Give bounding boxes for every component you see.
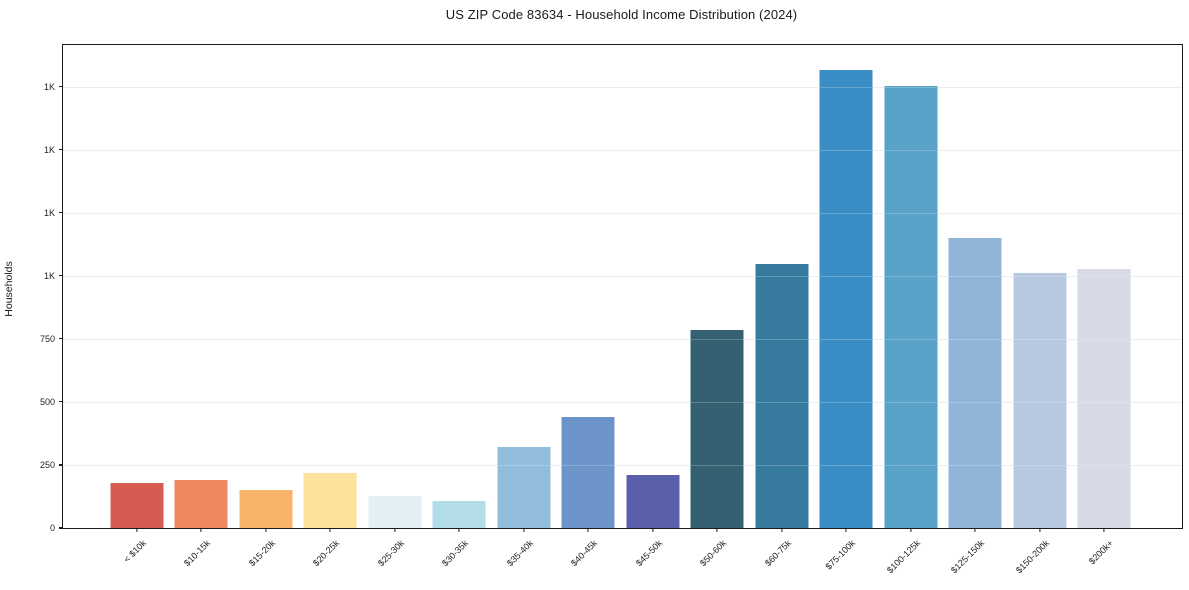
y-tick-mark bbox=[59, 401, 63, 403]
x-tick-mark bbox=[458, 528, 460, 532]
x-tick-label-9: $50-60k bbox=[697, 538, 729, 569]
y-tick-label-3: 750 bbox=[39, 333, 55, 344]
x-tick-mark bbox=[909, 528, 912, 532]
bar-100-125k bbox=[884, 85, 937, 528]
x-tick-label-2: $15-20k bbox=[246, 538, 277, 569]
bar-25-30k bbox=[368, 495, 421, 528]
y-tick-mark bbox=[59, 275, 63, 277]
x-tick-label-13: $125-150k bbox=[948, 538, 987, 576]
x-tick-label-12: $100-125k bbox=[884, 538, 922, 576]
bar-200k+ bbox=[1077, 268, 1131, 528]
bar-15-20k bbox=[239, 490, 292, 528]
bar-75-100k bbox=[819, 70, 873, 528]
x-tick-label-11: $75-100k bbox=[823, 538, 858, 572]
x-tick-mark bbox=[264, 528, 267, 532]
bar-30-35k bbox=[432, 501, 486, 528]
bar-10-15k bbox=[174, 480, 228, 528]
x-tick-mark bbox=[780, 528, 783, 532]
y-tick-label-4: 1K bbox=[43, 270, 55, 281]
x-tick-mark bbox=[135, 528, 138, 532]
bar-40-45k bbox=[561, 417, 615, 528]
x-tick-mark bbox=[974, 528, 976, 532]
bar-125-150k bbox=[948, 237, 1002, 528]
y-tick-label-2: 500 bbox=[39, 396, 55, 407]
x-tick-label-7: $40-45k bbox=[568, 538, 600, 569]
bar-35-40k bbox=[497, 447, 550, 528]
bar-150-200k bbox=[1013, 273, 1066, 528]
y-tick-label-1: 250 bbox=[39, 459, 55, 470]
x-tick-mark bbox=[716, 528, 718, 532]
y-tick-mark bbox=[59, 86, 63, 88]
x-tick-label-6: $35-40k bbox=[504, 538, 535, 569]
x-tick-mark bbox=[651, 528, 654, 532]
x-tick-mark bbox=[329, 528, 331, 532]
gridline-overlay bbox=[63, 401, 1182, 403]
x-tick-label-1: $10-15k bbox=[181, 538, 213, 569]
x-tick-label-3: $20-25k bbox=[310, 538, 342, 569]
y-tick-mark bbox=[59, 527, 63, 529]
gridline bbox=[63, 338, 1182, 340]
gridline bbox=[63, 86, 1182, 88]
y-tick-label-7: 1K bbox=[43, 81, 55, 92]
x-tick-label-8: $45-50k bbox=[633, 538, 664, 569]
y-tick-mark bbox=[59, 464, 63, 466]
gridline-overlay bbox=[63, 149, 1182, 151]
x-tick-label-15: $200k+ bbox=[1086, 538, 1116, 567]
x-tick-label-14: $150-200k bbox=[1013, 538, 1051, 576]
x-tick-mark bbox=[845, 528, 847, 532]
x-tick-label-4: $25-30k bbox=[375, 538, 406, 569]
y-tick-label-5: 1K bbox=[43, 207, 55, 218]
bar-10k bbox=[110, 482, 163, 528]
gridline-overlay bbox=[63, 338, 1182, 340]
gridline-overlay bbox=[63, 212, 1182, 214]
y-tick-label-0: 0 bbox=[49, 523, 55, 533]
chart-title: US ZIP Code 83634 - Household Income Dis… bbox=[445, 7, 798, 22]
gridline-overlay bbox=[63, 275, 1182, 277]
gridline bbox=[63, 464, 1182, 466]
x-tick-label-10: $60-75k bbox=[762, 538, 793, 569]
x-tick-mark bbox=[587, 528, 589, 532]
y-tick-mark bbox=[59, 212, 63, 214]
gridline bbox=[63, 149, 1182, 151]
x-tick-label-0: < $10k bbox=[121, 538, 148, 565]
bar-50-60k bbox=[690, 330, 744, 528]
y-tick-mark bbox=[59, 338, 63, 340]
bar-20-25k bbox=[303, 473, 357, 528]
gridline bbox=[63, 275, 1182, 277]
y-tick-mark bbox=[59, 149, 63, 151]
bar-45-50k bbox=[626, 475, 679, 528]
y-tick-label-6: 1K bbox=[43, 144, 55, 155]
x-tick-mark bbox=[1038, 528, 1041, 532]
y-axis-label-text: Households bbox=[3, 261, 15, 317]
x-tick-mark bbox=[200, 528, 202, 532]
gridline-overlay bbox=[63, 86, 1182, 88]
gridline-overlay bbox=[63, 464, 1182, 466]
x-tick-mark bbox=[522, 528, 525, 532]
x-tick-label-5: $30-35k bbox=[439, 538, 471, 569]
bar-60-75k bbox=[755, 264, 808, 528]
gridline bbox=[63, 401, 1182, 403]
gridline bbox=[63, 212, 1182, 214]
x-tick-mark bbox=[393, 528, 396, 532]
x-tick-mark bbox=[1103, 528, 1105, 532]
plot-area: 0 250 500 750 1K 1K 1K 1K < $10k $10-15k $15-20k $2… bbox=[40, 44, 1183, 575]
